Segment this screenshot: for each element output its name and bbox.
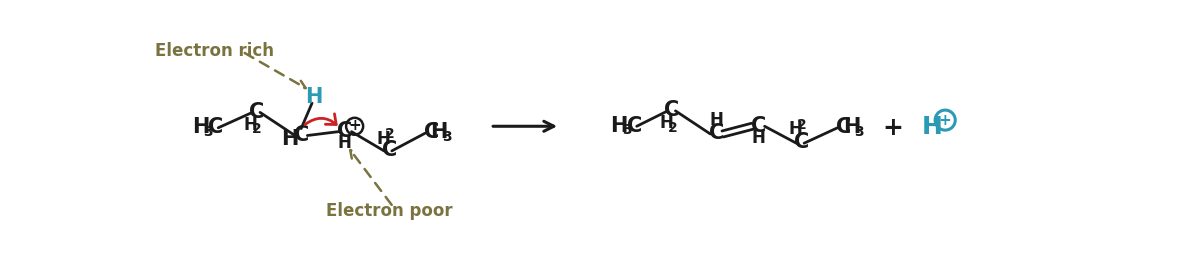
- Text: C: C: [294, 125, 309, 145]
- Text: C: C: [248, 102, 264, 122]
- Text: H: H: [376, 130, 390, 148]
- Text: H: H: [192, 117, 209, 137]
- Text: +: +: [882, 116, 904, 140]
- Text: 3: 3: [203, 125, 213, 139]
- Text: C: C: [794, 133, 810, 153]
- FancyArrowPatch shape: [304, 114, 337, 125]
- Text: C: C: [424, 123, 439, 143]
- Text: C: C: [208, 117, 223, 137]
- Text: H: H: [244, 116, 258, 134]
- Text: +: +: [349, 118, 361, 133]
- Text: C: C: [627, 115, 642, 135]
- Text: Electron poor: Electron poor: [326, 202, 453, 220]
- Text: H: H: [659, 114, 673, 132]
- Text: H: H: [338, 134, 351, 152]
- Text: H: H: [843, 117, 860, 137]
- Text: 2: 2: [667, 121, 677, 135]
- Text: C: C: [836, 117, 851, 137]
- Text: H: H: [789, 120, 802, 138]
- Text: +: +: [938, 113, 952, 128]
- Text: 2: 2: [384, 127, 394, 141]
- Text: C: C: [751, 115, 767, 135]
- Text: 3: 3: [442, 130, 451, 144]
- Text: C: C: [709, 123, 725, 143]
- Text: Electron rich: Electron rich: [155, 42, 275, 60]
- Text: H: H: [304, 87, 322, 107]
- Text: 3: 3: [855, 125, 864, 139]
- Text: 2: 2: [796, 118, 807, 132]
- Text: C: C: [664, 100, 679, 120]
- Text: H: H: [282, 129, 298, 149]
- Text: H: H: [430, 123, 448, 143]
- Text: H: H: [922, 115, 942, 139]
- Text: 3: 3: [622, 123, 632, 137]
- Text: H: H: [709, 111, 724, 129]
- Text: H: H: [751, 129, 765, 147]
- Text: C: C: [382, 140, 398, 160]
- Text: 2: 2: [252, 122, 261, 136]
- Text: C: C: [337, 121, 352, 141]
- Text: H: H: [610, 115, 628, 135]
